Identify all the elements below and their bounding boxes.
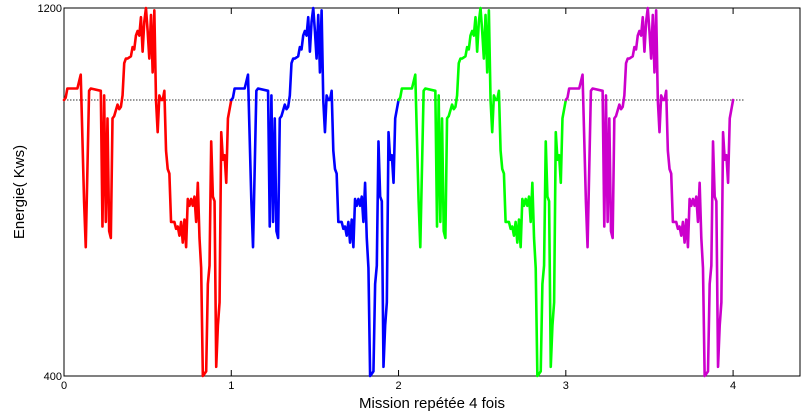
series-line-mission-3 bbox=[397, 6, 568, 378]
plot-area bbox=[62, 6, 801, 378]
x-tick-label: 0 bbox=[61, 380, 67, 392]
x-tick-label: 4 bbox=[730, 380, 736, 392]
plot-frame bbox=[63, 7, 801, 377]
series-line-mission-4 bbox=[564, 6, 735, 378]
series-line-mission-2 bbox=[229, 6, 400, 378]
series-line-mission-1 bbox=[62, 6, 233, 378]
y-tick-label: 1200 bbox=[38, 3, 62, 15]
y-axis-label: Energie( Kws) bbox=[11, 145, 28, 239]
x-axis-label: Mission repétée 4 fois bbox=[359, 395, 505, 412]
tick-marks bbox=[63, 7, 800, 377]
x-tick-label: 2 bbox=[395, 380, 401, 392]
x-tick-label: 1 bbox=[228, 380, 234, 392]
x-tick-label: 3 bbox=[563, 380, 569, 392]
y-tick-labels: 400 1200 bbox=[38, 3, 62, 383]
x-tick-labels: 0 1 2 3 4 bbox=[61, 380, 736, 392]
y-tick-label: 400 bbox=[44, 371, 62, 383]
series-layer bbox=[62, 6, 735, 378]
